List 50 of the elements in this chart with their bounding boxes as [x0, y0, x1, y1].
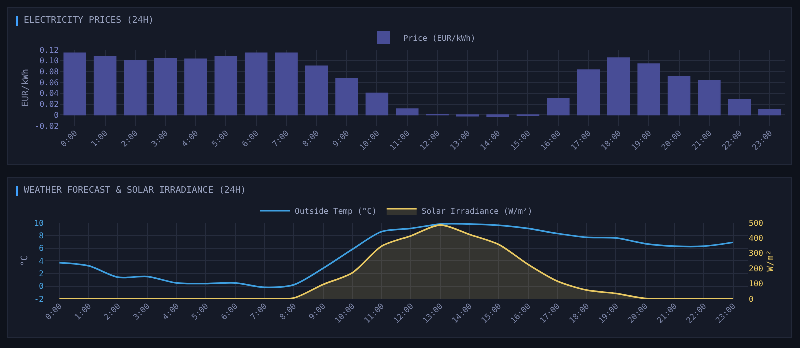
y-tick-label: 0.08	[40, 68, 60, 77]
line-series	[58, 223, 734, 288]
chart-title: WEATHER FORECAST & SOLAR IRRADIANCE (24H)	[24, 186, 246, 196]
y2-tick-label: 0	[749, 294, 754, 304]
bar	[214, 56, 238, 116]
y-axis-title: °C	[20, 256, 31, 266]
y-tick-label: 0	[54, 110, 60, 120]
bar	[607, 58, 630, 116]
y-tick-label: 0.06	[40, 78, 60, 88]
y-axis-title: EUR/kWh	[21, 69, 32, 107]
bar	[336, 78, 358, 116]
bar	[154, 58, 178, 116]
y-tick-label: 10	[34, 218, 44, 228]
bar	[94, 56, 117, 116]
bar	[396, 108, 419, 116]
y-tick-label: 6	[39, 244, 44, 254]
bar	[547, 98, 570, 116]
bar	[275, 52, 298, 116]
legend-label: Outside Temp (°C)	[295, 207, 377, 216]
y2-tick-label: 100	[749, 280, 764, 289]
bar	[244, 52, 268, 116]
legend-label: Solar Irradiance (W/m²)	[422, 207, 533, 216]
bar	[124, 60, 147, 116]
bar	[668, 76, 691, 116]
y-tick-label: 8	[39, 231, 44, 240]
y-tick-label: 0.10	[40, 56, 60, 66]
bar	[638, 64, 660, 116]
y-tick-label: 0.04	[40, 89, 60, 98]
y2-tick-label: 200	[749, 264, 764, 274]
y-tick-label: 2	[39, 269, 44, 278]
bar	[698, 80, 721, 116]
bar	[184, 58, 208, 116]
legend-label: Price (EUR/kWh)	[404, 34, 476, 44]
bar	[577, 70, 600, 116]
bar	[305, 66, 328, 116]
y2-tick-label: 400	[749, 234, 764, 243]
bar	[64, 52, 86, 116]
y-tick-label: 0.02	[40, 100, 60, 110]
bar	[758, 109, 782, 116]
chart-title: ELECTRICITY PRICES (24H)	[24, 16, 154, 26]
y-tick-label: -2	[34, 294, 44, 304]
y2-tick-label: 500	[749, 218, 764, 228]
y-tick-label: 0	[39, 282, 44, 292]
y-tick-label: 0.12	[40, 46, 60, 55]
y2-tick-label: 300	[749, 249, 764, 258]
y2-axis-title: W/m²	[766, 250, 776, 272]
y-tick-label: -0.02	[34, 122, 60, 131]
bar	[366, 92, 389, 116]
bar	[728, 99, 752, 116]
y-tick-label: 4	[39, 256, 44, 266]
